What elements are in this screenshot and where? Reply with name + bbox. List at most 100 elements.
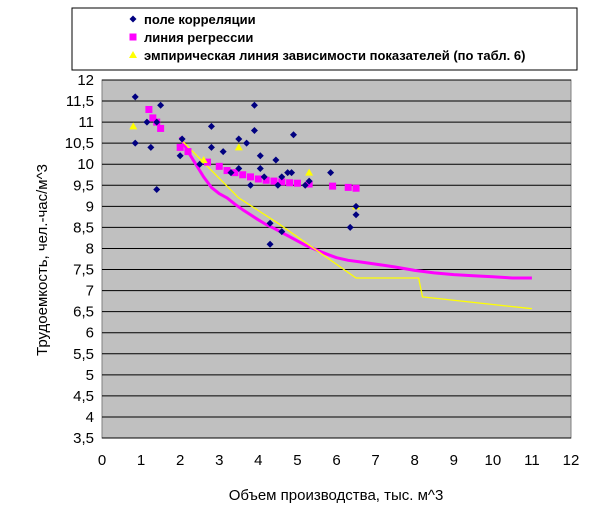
data-point-diamond [352,211,360,219]
y-tick-label: 4,5 [73,388,94,405]
data-point-square [231,169,239,177]
data-point-diamond [288,169,296,177]
data-point-diamond [196,160,204,168]
y-tick-label: 6 [86,325,94,342]
data-point-diamond [346,223,354,231]
y-tick-label: 7,5 [73,262,94,279]
y-tick-label: 7 [86,283,94,300]
legend-triangle-icon [129,51,137,58]
x-tick-label: 7 [371,452,379,469]
x-tick-label: 12 [563,452,580,469]
x-tick-label: 1 [137,452,145,469]
y-axis-title: Трудоемкость, чел.-час/м^3 [34,164,51,356]
data-point-diamond [290,131,298,139]
series-markers [129,93,361,248]
data-point-diamond [278,173,286,181]
x-tick-label: 8 [410,452,418,469]
y-tick-label: 6,5 [73,304,94,321]
data-point-diamond [131,139,139,147]
series-lines [178,136,532,310]
data-point-diamond [219,148,227,156]
data-point-diamond [235,164,243,172]
x-tick-label: 10 [484,452,501,469]
data-point-diamond [250,127,258,135]
data-point-diamond [266,219,274,227]
data-point-triangle [199,156,208,164]
data-point-diamond [250,101,258,109]
data-point-diamond [157,101,165,109]
data-point-diamond [207,122,215,130]
legend-square-icon [129,33,137,41]
data-point-diamond [274,181,282,189]
data-point-diamond [260,173,268,181]
data-point-square [184,148,192,156]
data-point-square [278,178,286,186]
data-point-diamond [301,181,309,189]
data-point-diamond [227,169,235,177]
series-line [178,136,532,280]
data-point-diamond [305,177,313,185]
data-point-diamond [256,152,264,160]
data-point-square [262,176,270,184]
x-axis-tick-labels: 0 1 2 3 4 5 6 7 8 9 10 11 12 [98,452,580,469]
legend: поле корреляции линия регрессии эмпирическ… [71,7,578,71]
x-tick-label: 6 [332,452,340,469]
data-point-diamond [147,143,155,151]
series-line [179,138,532,310]
data-point-square [247,173,255,181]
x-tick-label: 5 [293,452,301,469]
data-point-square [344,183,352,191]
data-point-diamond [178,135,186,143]
data-point-square [204,158,212,166]
x-tick-label: 4 [254,452,262,469]
data-point-diamond [143,118,151,126]
legend-entry-label: эмпирическая линия зависимости показател… [144,48,525,63]
gridlines [102,79,571,439]
data-point-diamond [272,156,280,164]
data-point-square [239,171,247,179]
data-point-diamond [243,139,251,147]
data-point-square [149,114,157,122]
y-tick-label: 11 [78,114,94,131]
data-point-diamond [352,202,360,210]
data-point-diamond [176,152,184,160]
y-tick-label: 10 [77,156,94,173]
y-tick-label: 12 [77,72,94,89]
y-tick-label: 10,5 [65,135,94,152]
y-tick-label: 4 [86,409,94,426]
data-point-square [270,177,278,185]
data-point-diamond [153,186,161,194]
data-point-diamond [327,169,335,177]
data-point-triangle [234,143,243,151]
legend-entry-label: линия регрессии [144,30,253,45]
data-point-diamond [284,169,292,177]
data-point-diamond [235,135,243,143]
y-tick-label: 3,5 [73,430,94,447]
x-tick-label: 11 [524,452,540,469]
y-tick-label: 8,5 [73,219,94,236]
data-point-square [286,179,294,187]
data-point-diamond [247,181,255,189]
y-tick-label: 5,5 [73,346,94,363]
y-tick-label: 11,5 [66,93,94,110]
legend-box [71,7,578,71]
x-axis-title: Объем производства, тыс. м^3 [229,487,444,504]
data-point-diamond [153,118,161,126]
legend-entry-label: поле корреляции [144,12,256,27]
data-point-square [176,143,184,151]
data-point-triangle [305,168,314,176]
data-point-square [145,105,153,113]
y-tick-label: 9 [86,198,94,215]
data-point-diamond [278,228,286,236]
data-point-diamond [266,240,274,248]
x-tick-label: 3 [215,452,223,469]
data-point-diamond [131,93,139,101]
x-tick-label: 2 [176,452,184,469]
data-point-triangle [129,122,138,130]
data-point-diamond [256,164,264,172]
data-point-square [223,167,231,175]
y-axis-tick-labels: 3,5 4 4,5 5 5,5 6 6,5 7 7,5 8 8,5 9 9,5 10 10,5 11 11,5 1… [65,72,94,447]
data-point-square [293,179,301,187]
legend-diamond-icon [129,15,137,23]
